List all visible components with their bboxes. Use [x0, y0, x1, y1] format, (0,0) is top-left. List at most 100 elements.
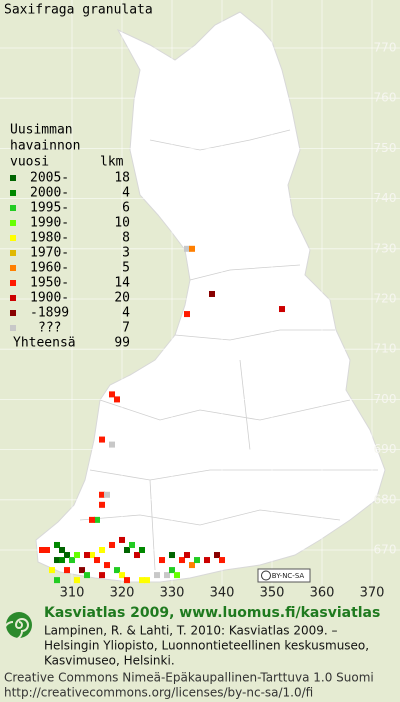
observation — [84, 572, 90, 579]
observation — [104, 562, 110, 569]
observation — [139, 577, 145, 584]
observation — [144, 577, 150, 584]
legend-swatch — [10, 175, 16, 181]
observation — [159, 557, 165, 564]
observation — [89, 516, 95, 523]
observation — [104, 491, 110, 498]
observation — [209, 290, 215, 297]
legend: 2005- 18 2000- 4 1995- 6 1990- 10 1980- 8 1970- 3 19… — [10, 171, 130, 336]
observation — [119, 536, 125, 543]
legend-label: 1960- — [30, 261, 69, 276]
legend-swatch — [10, 235, 16, 241]
logo — [3, 612, 32, 641]
observation — [59, 557, 65, 564]
y-tick-label: 750 — [374, 141, 397, 155]
legend-swatch — [10, 265, 16, 271]
logo-spiral — [3, 618, 29, 641]
footer-line: Kasvimuseo, Helsinki. — [44, 654, 175, 668]
legend-label: 2005- — [30, 171, 69, 186]
legend-swatch — [10, 310, 16, 316]
x-tick-label: 360 — [310, 586, 335, 601]
observation — [179, 557, 185, 564]
legend-label: 2000- — [30, 186, 69, 201]
observation — [69, 557, 75, 564]
license-line: http://creativecommons.org/licenses/by-n… — [4, 686, 313, 700]
observation — [109, 391, 115, 398]
x-tick-label: 310 — [60, 586, 85, 601]
legend-swatch — [10, 205, 16, 211]
y-tick-label: 720 — [374, 292, 397, 306]
observation — [99, 547, 105, 553]
legend-label: 1950- — [30, 276, 69, 291]
license-badge: BY-NC-SA — [257, 568, 311, 583]
observation — [114, 567, 120, 574]
observation — [54, 577, 60, 584]
logo-disc — [6, 612, 32, 638]
region-borders — [79, 129, 378, 571]
legend-swatch — [10, 280, 16, 286]
y-tick-label: 670 — [374, 543, 397, 557]
legend-count: 3 — [122, 246, 130, 261]
legend-count-heading: lkm — [100, 155, 124, 170]
legend-heading: havainnon — [10, 139, 80, 154]
legend-count: 20 — [114, 291, 130, 306]
observation — [64, 552, 70, 559]
observation — [74, 552, 80, 559]
observation — [189, 245, 195, 252]
x-tick-label: 350 — [260, 586, 285, 601]
observation — [54, 557, 60, 564]
legend-heading: vuosi — [10, 155, 49, 170]
title: Saxifraga granulata — [4, 3, 153, 18]
observation — [124, 547, 130, 553]
observation — [279, 306, 285, 313]
observation — [64, 567, 70, 574]
badge-icon — [261, 570, 271, 581]
badge-text: BY-NC-SA — [272, 572, 305, 580]
observation — [99, 572, 105, 579]
footer-line: Helsingin Yliopisto, Luonnontieteellinen… — [44, 639, 369, 653]
observation — [54, 541, 60, 548]
legend-swatch — [10, 250, 16, 256]
legend-count: 6 — [122, 201, 130, 216]
observation — [214, 552, 220, 559]
observation — [174, 572, 180, 579]
footer-heading: Kasviatlas 2009, www.luomus.fi/kasviatla… — [44, 605, 380, 621]
legend-label: 1970- — [30, 246, 69, 261]
legend-swatch — [10, 190, 16, 196]
legend-label: 1995- — [30, 201, 69, 216]
footer-line: Lampinen, R. & Lahti, T. 2010: Kasviatla… — [44, 624, 338, 638]
observation — [124, 577, 130, 584]
observation — [154, 572, 160, 579]
observation — [109, 441, 115, 448]
x-tick-label: 330 — [160, 586, 185, 601]
observation — [194, 557, 200, 564]
observation — [204, 557, 210, 564]
observation — [109, 541, 115, 548]
observation — [169, 552, 175, 559]
legend-label: 1900- — [30, 291, 69, 306]
legend-label: ??? — [38, 321, 61, 336]
y-tick-label: 730 — [374, 241, 397, 255]
x-tick-label: 320 — [110, 586, 135, 601]
badge-box — [257, 568, 311, 583]
x-tick-label: 340 — [210, 586, 235, 601]
legend-heading: Uusimman — [10, 123, 73, 138]
observation — [79, 567, 85, 574]
observation — [94, 557, 100, 564]
legend-count: 5 — [122, 261, 130, 276]
observation — [99, 491, 105, 498]
observation — [84, 552, 90, 559]
observation — [99, 501, 105, 508]
observation — [219, 557, 225, 564]
observation — [169, 567, 175, 574]
legend-count: 14 — [114, 276, 130, 291]
y-tick-label: 760 — [374, 91, 397, 105]
observation — [119, 572, 125, 579]
observation — [44, 547, 50, 553]
legend-count: 10 — [114, 216, 130, 231]
legend-swatch — [10, 295, 16, 301]
y-tick-label: 680 — [374, 492, 397, 506]
y-tick-label: 710 — [374, 342, 397, 356]
